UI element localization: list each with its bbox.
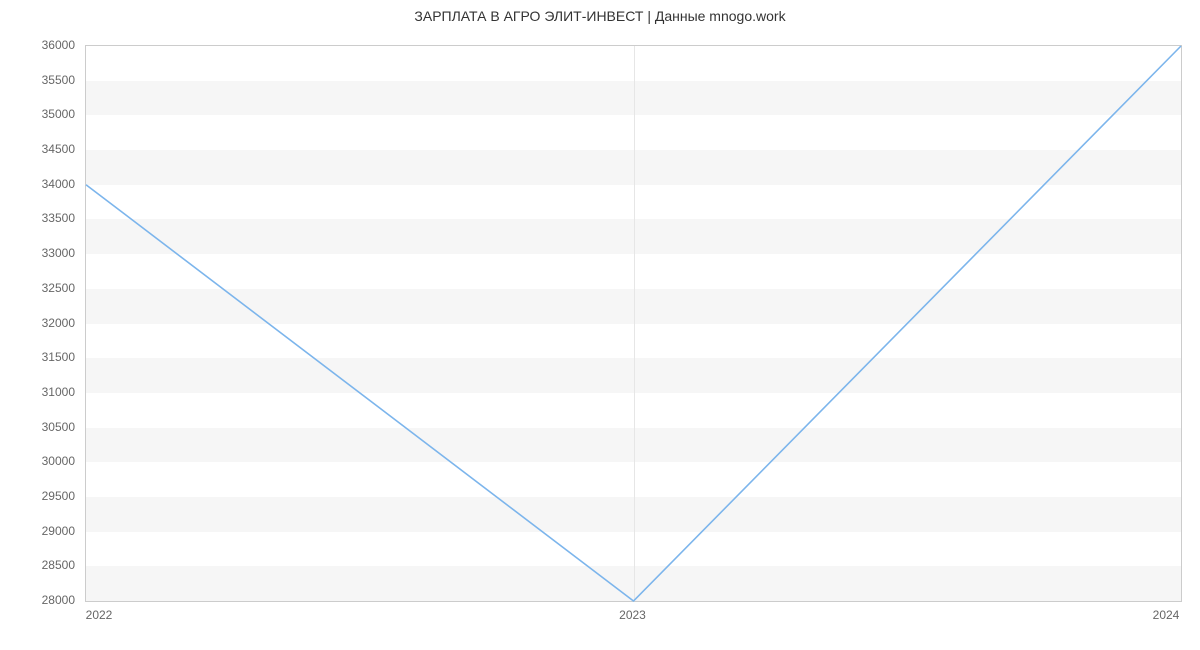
y-tick-label: 33500 xyxy=(0,211,75,225)
y-tick-label: 28000 xyxy=(0,593,75,607)
y-tick-label: 32500 xyxy=(0,281,75,295)
y-tick-label: 35000 xyxy=(0,107,75,121)
y-tick-label: 31500 xyxy=(0,350,75,364)
y-tick-label: 34500 xyxy=(0,142,75,156)
y-tick-label: 33000 xyxy=(0,246,75,260)
y-tick-label: 31000 xyxy=(0,385,75,399)
salary-line-chart: ЗАРПЛАТА В АГРО ЭЛИТ-ИНВЕСТ | Данные mno… xyxy=(0,0,1200,650)
y-tick-label: 36000 xyxy=(0,38,75,52)
y-tick-label: 30000 xyxy=(0,454,75,468)
y-tick-label: 34000 xyxy=(0,177,75,191)
y-tick-label: 29000 xyxy=(0,524,75,538)
y-tick-label: 28500 xyxy=(0,558,75,572)
chart-title: ЗАРПЛАТА В АГРО ЭЛИТ-ИНВЕСТ | Данные mno… xyxy=(0,8,1200,24)
plot-area xyxy=(85,45,1182,602)
y-tick-label: 29500 xyxy=(0,489,75,503)
x-tick-label: 2024 xyxy=(1153,608,1180,622)
y-tick-label: 35500 xyxy=(0,73,75,87)
x-tick-label: 2022 xyxy=(86,608,113,622)
series-line xyxy=(86,46,1181,601)
x-tick-label: 2023 xyxy=(619,608,646,622)
y-tick-label: 30500 xyxy=(0,420,75,434)
y-tick-label: 32000 xyxy=(0,316,75,330)
